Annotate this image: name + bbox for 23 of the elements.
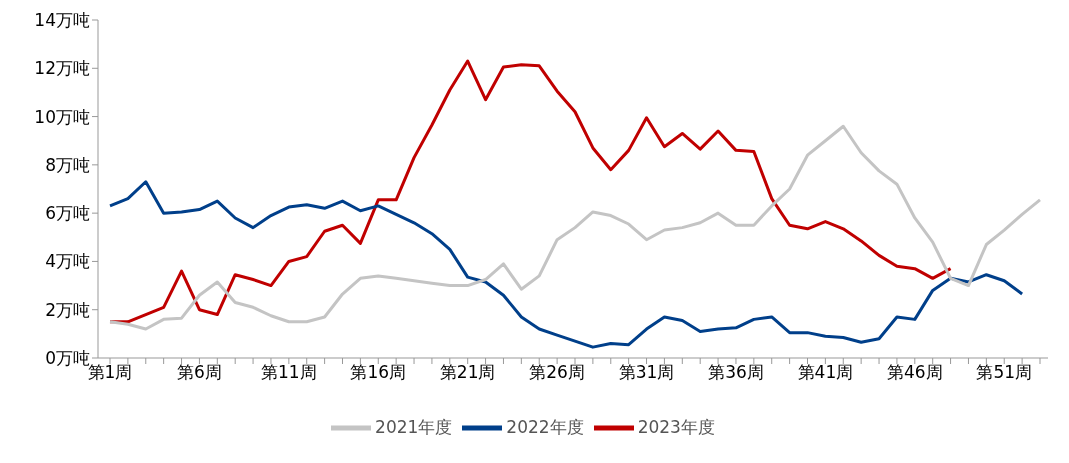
line-series: [108, 180, 1024, 349]
x-tick-label: 第51周: [976, 362, 1033, 383]
x-tick-label: 第41周: [797, 362, 854, 383]
x-tick-label: 第46周: [886, 362, 943, 383]
y-tick-label: 2万吨: [45, 299, 90, 320]
x-tick-label: 第6周: [177, 362, 222, 383]
y-tick-label: 8万吨: [45, 154, 90, 175]
y-tick-label: 10万吨: [34, 106, 90, 127]
legend-label: 2022年度: [506, 417, 584, 437]
y-tick-label: 6万吨: [45, 203, 90, 224]
x-tick-label: 第36周: [708, 362, 764, 383]
y-tick-label: 4万吨: [45, 251, 90, 272]
y-tick-label: 0万吨: [45, 348, 90, 369]
y-tick-label: 12万吨: [34, 58, 90, 79]
x-tick-label: 第26周: [529, 362, 585, 383]
y-tick-label: 14万吨: [34, 10, 90, 31]
x-tick-label: 第21周: [439, 362, 496, 383]
legend-label: 2023年度: [637, 417, 715, 437]
x-tick-label: 第11周: [261, 362, 317, 383]
x-tick-label: 第16周: [350, 362, 407, 383]
legend-label: 2021年度: [375, 417, 453, 437]
line-series: [108, 124, 1042, 331]
x-tick-label: 第31周: [618, 362, 675, 383]
